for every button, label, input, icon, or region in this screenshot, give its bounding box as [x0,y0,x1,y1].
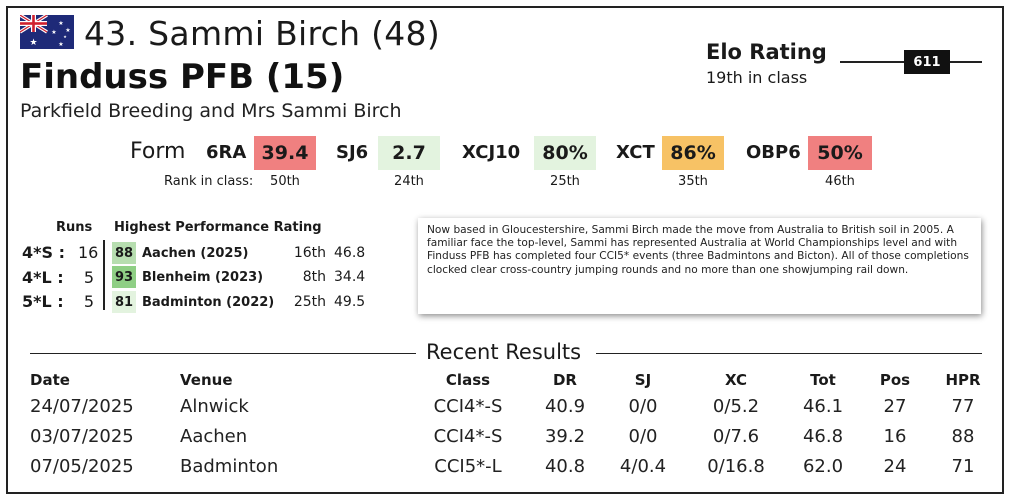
col-hpr: HPR [945,371,981,389]
hpr-rating: 93 [112,266,136,288]
col-class: Class [445,371,491,389]
results-rule-right [596,353,982,354]
col-pos: Pos [879,371,911,389]
result-class: CCI4*-S [433,396,503,417]
result-sj: 0/0 [628,396,658,417]
owner-name: Parkfield Breeding and Mrs Sammi Birch [20,100,402,122]
svg-text:★: ★ [58,41,63,48]
form-label: Form [130,139,186,164]
results-rule-left [30,353,416,354]
result-xc: 0/16.8 [707,456,765,477]
form-code-obp6: OBP6 [746,142,801,163]
result-pos: 24 [883,456,907,477]
form-rank-xct: 35th [678,174,708,189]
result-sj: 0/0 [628,426,658,447]
form-value-xct: 86% [662,136,724,170]
rider-bio: Now based in Gloucestershire, Sammi Birc… [418,218,981,314]
result-hpr: 77 [951,396,975,417]
result-date: 03/07/2025 [30,426,134,447]
result-class: CCI5*-L [434,456,502,477]
hpr-runs: 5 [83,268,94,287]
hpr-position: 8th [302,269,326,285]
col-venue: Venue [180,371,233,389]
svg-text:★: ★ [65,27,70,34]
result-tot: 62.0 [802,456,844,477]
result-tot: 46.1 [802,396,844,417]
form-value-xcj10: 80% [534,136,596,170]
rank-in-class-label: Rank in class: [164,174,254,189]
form-value-sj6: 2.7 [378,136,440,170]
form-code-xct: XCT [616,142,655,163]
result-class: CCI4*-S [433,426,503,447]
col-dr: DR [552,371,577,389]
hpr-score: 46.8 [334,245,366,261]
form-code-6ra: 6RA [206,142,247,163]
result-tot: 46.8 [802,426,844,447]
hpr-runs: 16 [78,243,99,262]
hpr-score: 49.5 [334,294,366,310]
hpr-level: 4*L : [22,268,64,287]
form-rank-sj6: 24th [394,174,424,189]
hpr-rating: 81 [112,291,136,313]
hpr-event: Blenheim (2023) [142,270,264,285]
recent-results-title: Recent Results [426,340,582,364]
australia-flag-icon: ★ ★ ★ ★ ★ ★ [20,15,74,49]
col-xc: XC [724,371,748,389]
hpr-position: 25th [293,294,326,310]
elo-value: 611 [904,50,950,74]
col-sj: SJ [634,371,652,389]
form-code-sj6: SJ6 [336,142,369,163]
result-pos: 16 [883,426,907,447]
hpr-runs: 5 [83,292,94,311]
result-pos: 27 [883,396,907,417]
rider-name: 43. Sammi Birch (48) [84,14,441,53]
result-venue: Alnwick [180,396,249,417]
result-date: 24/07/2025 [30,396,134,417]
hpr-event: Aachen (2025) [142,246,249,261]
result-hpr: 71 [951,456,975,477]
hpr-level: 5*L : [22,292,64,311]
hpr-event: Badminton (2022) [142,295,275,310]
elo-rank: 19th in class [706,68,808,87]
result-hpr: 88 [951,426,975,447]
svg-text:★: ★ [51,29,56,36]
result-dr: 40.8 [544,456,586,477]
col-tot: Tot [810,371,836,389]
svg-text:★: ★ [58,20,63,27]
result-dr: 39.2 [544,426,586,447]
form-rank-xcj10: 25th [550,174,580,189]
hpr-position: 16th [293,245,326,261]
horse-name: Finduss PFB (15) [20,57,345,97]
result-date: 07/05/2025 [30,456,134,477]
result-xc: 0/7.6 [712,426,760,447]
runs-header: Runs [56,220,93,235]
hpr-header: Highest Performance Rating [114,220,322,235]
form-value-6ra: 39.4 [254,136,316,170]
svg-text:★: ★ [63,34,67,39]
form-code-xcj10: XCJ10 [462,142,521,163]
hpr-score: 34.4 [334,269,366,285]
form-value-obp6: 50% [808,136,872,170]
result-dr: 40.9 [544,396,586,417]
elo-title: Elo Rating [706,40,827,64]
hpr-divider [103,240,105,310]
col-date: Date [30,371,70,389]
result-venue: Badminton [180,456,279,477]
form-rank-6ra: 50th [270,174,300,189]
form-rank-obp6: 46th [825,174,855,189]
svg-text:★: ★ [29,38,37,48]
hpr-rating: 88 [112,242,136,264]
result-sj: 4/0.4 [619,456,667,477]
result-xc: 0/5.2 [712,396,760,417]
hpr-level: 4*S : [22,243,65,262]
result-venue: Aachen [180,426,248,447]
